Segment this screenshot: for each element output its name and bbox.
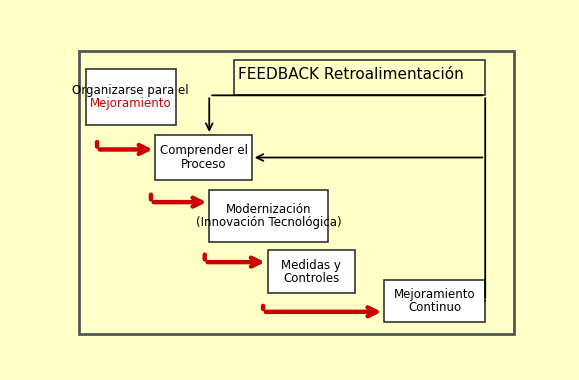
Text: Proceso: Proceso xyxy=(181,158,226,171)
FancyBboxPatch shape xyxy=(267,250,355,293)
FancyBboxPatch shape xyxy=(86,69,175,125)
Text: Medidas y: Medidas y xyxy=(281,258,341,272)
FancyBboxPatch shape xyxy=(79,51,514,334)
Text: FEEDBACK Retroalimentación: FEEDBACK Retroalimentación xyxy=(238,67,463,82)
Text: Mejoramiento: Mejoramiento xyxy=(394,288,475,301)
FancyBboxPatch shape xyxy=(384,280,485,322)
Text: Controles: Controles xyxy=(283,272,339,285)
Text: Continuo: Continuo xyxy=(408,301,461,314)
Text: (Innovación Tecnológica): (Innovación Tecnológica) xyxy=(196,216,342,229)
Text: Modernización: Modernización xyxy=(226,203,312,216)
FancyBboxPatch shape xyxy=(209,190,328,242)
Text: Mejoramiento: Mejoramiento xyxy=(90,97,171,110)
Text: Comprender el: Comprender el xyxy=(160,144,248,157)
FancyBboxPatch shape xyxy=(234,60,485,95)
Text: Organizarse para el: Organizarse para el xyxy=(72,84,189,97)
FancyBboxPatch shape xyxy=(155,135,252,180)
